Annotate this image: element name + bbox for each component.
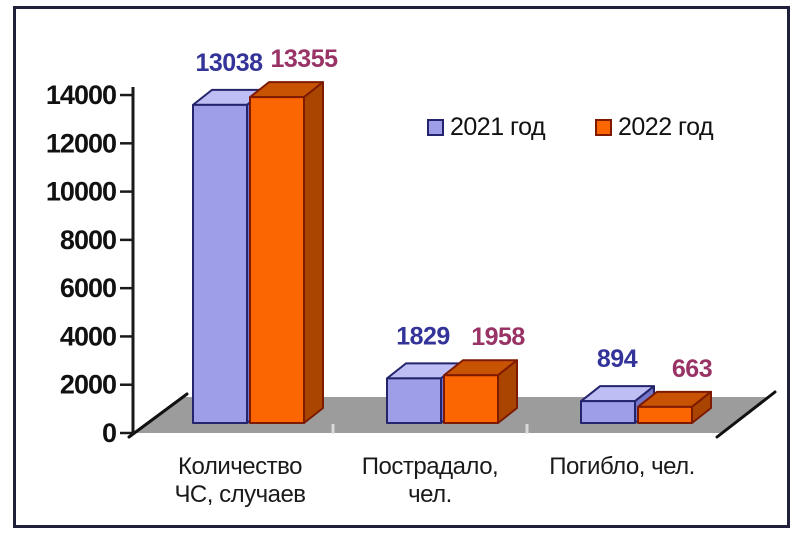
y-tick-label: 12000 [46, 128, 116, 158]
floor-left-edge-line [127, 392, 189, 439]
value-label-2021 год-1: 1829 [396, 322, 450, 350]
y-tick-label: 10000 [46, 177, 116, 207]
bar-2022 год-2 [637, 405, 693, 424]
legend-marker-2021-icon [427, 119, 444, 136]
category-label-0: Количество ЧС, случаев [174, 453, 306, 508]
value-label-2022 год-2: 663 [672, 355, 712, 383]
legend-marker-2022-icon [595, 119, 612, 136]
value-label-2021 год-0: 13038 [195, 49, 263, 77]
legend-label-2022: 2022 год [618, 113, 714, 141]
value-label-2022 год-1: 1958 [471, 323, 525, 351]
bar-2022 год-0 [249, 96, 305, 424]
y-tick-label: 8000 [60, 225, 116, 255]
bar-2022 год-1 [443, 374, 499, 424]
bar-2021 год-2 [580, 400, 636, 424]
value-label-2021 год-2: 894 [597, 345, 638, 373]
bar-2021 год-1 [386, 377, 442, 424]
category-label-2: Погибло, чел. [549, 453, 695, 480]
legend-label-2021: 2021 год [450, 113, 546, 141]
floor-right-edge-line [715, 390, 777, 439]
legend-entry-2021: 2021 год [427, 113, 546, 142]
bar-side-2022 год-0 [303, 81, 324, 424]
category-label-1: Пострадало, чел. [361, 453, 499, 508]
bar-2021 год-0 [192, 103, 248, 424]
y-tick-label: 6000 [60, 273, 116, 303]
chart-border-frame [13, 6, 790, 528]
y-tick-label: 2000 [60, 370, 116, 400]
y-tick-label: 14000 [46, 80, 116, 110]
value-label-2022 год-0: 13355 [270, 45, 338, 73]
y-tick-label: 4000 [60, 321, 116, 351]
legend-entry-2022: 2022 год [595, 113, 714, 142]
y-tick-label: 0 [102, 418, 116, 448]
